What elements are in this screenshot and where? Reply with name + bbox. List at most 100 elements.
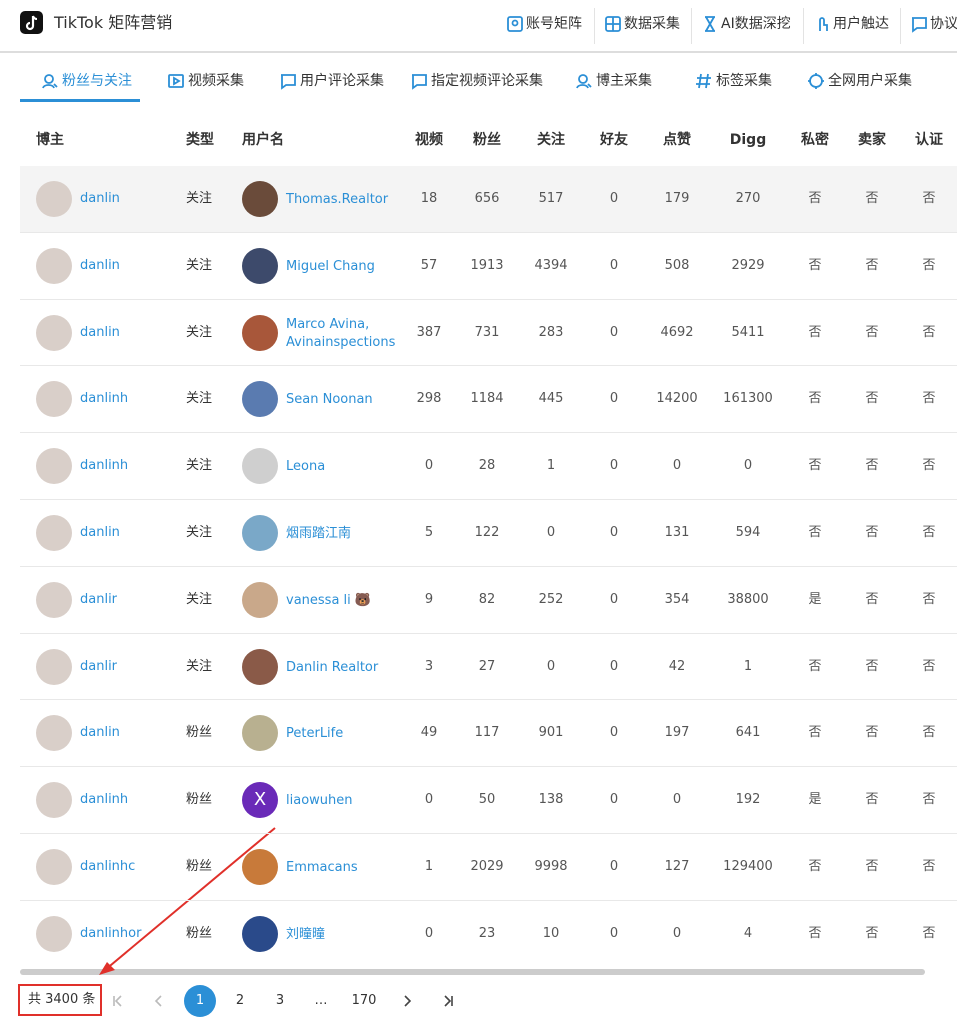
cell-seller: 否: [865, 658, 879, 674]
page-nav[interactable]: [398, 992, 416, 1010]
cell-digg: 0: [743, 458, 753, 474]
cell-blogger: danlinh: [80, 458, 129, 474]
page-button[interactable]: 3: [275, 993, 285, 1008]
tab[interactable]: 视频采集: [188, 73, 244, 89]
cell-user[interactable]: Sean Noonan: [286, 392, 373, 408]
blogger-avatar: [36, 515, 72, 551]
column-header: 私密: [801, 132, 829, 148]
cell-type: 粉丝: [186, 859, 213, 874]
blogger-avatar: [36, 448, 72, 485]
cell-videos: 49: [420, 725, 438, 741]
row-divider: [20, 899, 957, 901]
cell-seller: 否: [865, 324, 879, 340]
tab[interactable]: 粉丝与关注: [62, 73, 132, 89]
cell-digg: 2929: [731, 257, 765, 273]
cell-videos: 0: [424, 458, 434, 474]
column-header: 卖家: [858, 132, 886, 148]
nav-item[interactable]: 协议: [930, 16, 957, 32]
cell-digg: 594: [735, 525, 761, 540]
cell-user[interactable]: liaowuhen: [286, 793, 353, 809]
cell-friends: 0: [609, 725, 619, 741]
tab[interactable]: 用户评论采集: [300, 73, 384, 89]
cell-verified: 否: [922, 792, 936, 808]
cell-blogger: danlin: [80, 257, 120, 273]
page-nav[interactable]: [109, 992, 127, 1010]
cell-user[interactable]: Emmacans: [286, 860, 358, 875]
blogger-avatar: [36, 181, 72, 217]
column-header: 好友: [600, 132, 628, 148]
tab-icon: [279, 72, 297, 90]
row-divider: [20, 365, 957, 367]
cell-blogger: danlir: [80, 591, 118, 607]
cell-type: 粉丝: [186, 725, 213, 741]
cell-likes: 4692: [660, 324, 694, 340]
cell-user[interactable]: Thomas.Realtor: [286, 192, 389, 207]
page-button[interactable]: 2: [235, 993, 245, 1008]
cell-type: 关注: [186, 658, 213, 674]
cell-follows: 1: [546, 458, 556, 474]
cell-seller: 否: [865, 859, 879, 874]
cell-fans: 731: [474, 324, 500, 340]
cell-digg: 1: [743, 658, 753, 674]
nav-item[interactable]: 数据采集: [624, 16, 680, 32]
cell-follows: 0: [546, 525, 556, 540]
cell-user[interactable]: Danlin Realtor: [286, 659, 379, 675]
cell-digg: 161300: [723, 391, 773, 407]
nav-icon: [506, 15, 524, 33]
nav-separator: [803, 8, 804, 44]
cell-fans: 23: [478, 925, 496, 941]
cell-digg: 192: [735, 792, 761, 808]
cell-user[interactable]: 刘曈曈: [286, 926, 326, 942]
nav-item[interactable]: 用户触达: [833, 16, 889, 32]
page-nav[interactable]: [439, 992, 457, 1010]
column-header: 用户名: [242, 132, 284, 148]
cell-verified: 否: [922, 859, 936, 874]
cell-friends: 0: [609, 658, 619, 674]
cell-videos: 18: [420, 191, 438, 206]
page-button[interactable]: …: [314, 993, 328, 1008]
cell-digg: 641: [735, 725, 761, 741]
cell-private: 是: [808, 591, 822, 607]
cell-user[interactable]: 烟雨踏江南: [286, 526, 352, 541]
cell-verified: 否: [922, 658, 936, 674]
blogger-avatar: [36, 247, 72, 284]
cell-user[interactable]: Marco Avina, Avinainspections: [286, 316, 396, 350]
page-button[interactable]: 170: [351, 993, 377, 1008]
annotation-box: [18, 984, 102, 1016]
tab[interactable]: 博主采集: [596, 73, 652, 89]
cell-type: 关注: [186, 257, 213, 273]
cell-friends: 0: [609, 391, 619, 407]
nav-separator: [900, 8, 901, 44]
cell-verified: 否: [922, 391, 936, 407]
blogger-avatar: [36, 782, 72, 819]
page-nav[interactable]: [150, 992, 168, 1010]
nav-separator: [691, 8, 692, 44]
cell-likes: 354: [664, 591, 690, 607]
cell-blogger: danlinhc: [80, 859, 136, 874]
nav-item[interactable]: AI数据深挖: [721, 16, 791, 32]
cell-fans: 117: [474, 725, 500, 741]
tab-icon: [695, 72, 713, 90]
cell-user[interactable]: PeterLife: [286, 726, 344, 742]
cell-digg: 4: [743, 925, 753, 941]
cell-seller: 否: [865, 525, 879, 540]
row-divider: [20, 231, 957, 233]
tab[interactable]: 标签采集: [716, 73, 772, 89]
cell-type: 关注: [186, 391, 213, 407]
cell-user[interactable]: Miguel Chang: [286, 258, 375, 274]
cell-likes: 197: [664, 725, 690, 741]
blogger-avatar: [36, 915, 72, 952]
cell-user[interactable]: vanessa li 🐻: [286, 592, 372, 608]
tab[interactable]: 全网用户采集: [828, 73, 912, 89]
tab[interactable]: 指定视频评论采集: [431, 73, 543, 89]
cell-videos: 0: [424, 925, 434, 941]
column-header: 类型: [186, 132, 214, 148]
blogger-avatar: [36, 648, 72, 685]
cell-seller: 否: [865, 458, 879, 474]
cell-follows: 138: [538, 792, 564, 808]
cell-user[interactable]: Leona: [286, 459, 326, 475]
nav-item[interactable]: 账号矩阵: [526, 16, 582, 32]
page-button[interactable]: 1: [184, 985, 216, 1017]
logo: [20, 11, 43, 34]
